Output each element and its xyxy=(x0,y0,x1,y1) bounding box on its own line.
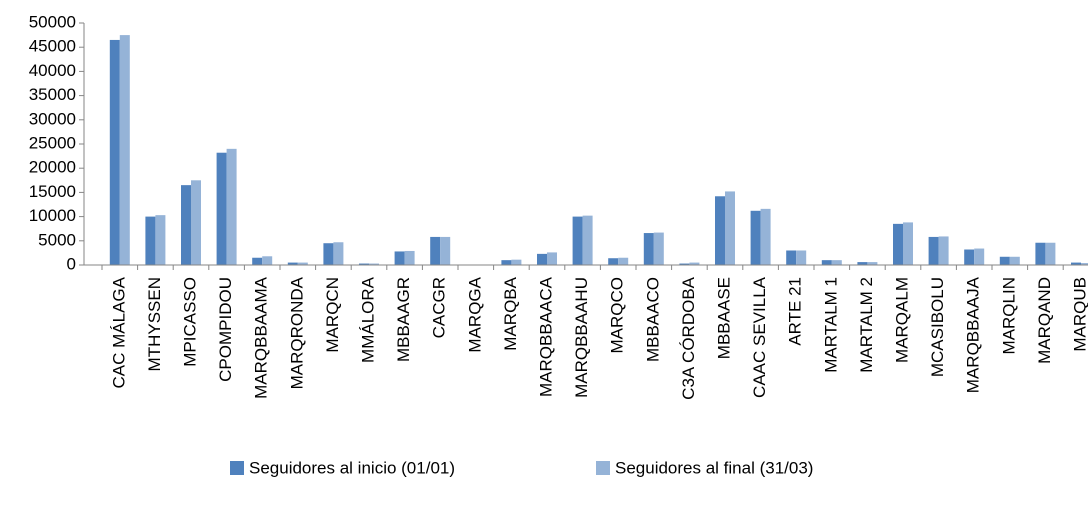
bar xyxy=(1035,242,1046,265)
bar xyxy=(262,256,273,265)
y-tick-label: 20000 xyxy=(29,158,76,177)
x-tick-label: MPICASSO xyxy=(180,277,199,367)
bar xyxy=(857,262,868,265)
x-tick-label: MARQRONDA xyxy=(287,276,306,389)
bar xyxy=(725,191,735,265)
bar xyxy=(608,258,619,265)
bar xyxy=(216,152,227,265)
bar xyxy=(964,249,975,265)
bar xyxy=(679,263,690,265)
bar xyxy=(1081,263,1088,265)
bar xyxy=(974,248,985,265)
legend-label: Seguidores al final (31/03) xyxy=(615,458,813,477)
bar xyxy=(297,262,308,265)
x-tick-label: MARQLIN xyxy=(999,277,1018,354)
bar xyxy=(715,196,725,265)
bar xyxy=(511,259,522,265)
bar xyxy=(821,260,832,265)
bar xyxy=(155,215,166,265)
y-tick-label: 45000 xyxy=(29,37,76,56)
bar xyxy=(537,253,547,265)
bar xyxy=(181,185,191,265)
bar xyxy=(796,250,807,265)
x-tick-label: MBBAACO xyxy=(643,277,662,362)
y-tick-label: 50000 xyxy=(29,12,76,31)
x-tick-label: MBBAASE xyxy=(714,277,733,359)
x-tick-label: MARQGA xyxy=(465,276,484,352)
bar xyxy=(1045,242,1056,265)
bar xyxy=(430,236,441,265)
x-tick-label: MBBAAGR xyxy=(394,277,413,362)
x-tick-label: MARQCO xyxy=(608,277,627,354)
x-tick-label: MARQCN xyxy=(323,277,342,353)
x-tick-label: CACGR xyxy=(430,277,449,338)
bar xyxy=(928,236,939,265)
x-tick-label: MARQALM xyxy=(892,277,911,363)
bar xyxy=(333,242,344,265)
x-tick-label: MMÁLORA xyxy=(358,276,377,363)
bar xyxy=(831,260,842,265)
bar xyxy=(653,232,664,265)
x-tick-label: MARTALM 2 xyxy=(857,277,876,373)
legend-label: Seguidores al inicio (01/01) xyxy=(249,458,455,477)
bar xyxy=(1071,262,1081,265)
bar xyxy=(786,250,797,265)
y-tick-label: 10000 xyxy=(29,206,76,225)
x-tick-label: CAAC SEVILLA xyxy=(750,276,769,398)
x-tick-label: MARQBBAACA xyxy=(536,276,555,397)
x-tick-label: MARQUB xyxy=(1070,277,1088,352)
bar xyxy=(404,250,415,265)
bar xyxy=(760,208,771,265)
bar xyxy=(145,216,156,265)
bar xyxy=(119,35,130,265)
bar xyxy=(903,222,913,265)
bar xyxy=(750,210,761,265)
x-tick-label: MARQAND xyxy=(1035,277,1054,364)
y-tick-label: 40000 xyxy=(29,61,76,80)
x-tick-label: CAC MÁLAGA xyxy=(109,276,128,388)
bar xyxy=(323,243,334,265)
bar xyxy=(999,256,1010,265)
bar xyxy=(572,216,583,265)
x-tick-label: C3A CÓRDOBA xyxy=(679,276,698,399)
y-tick-label: 25000 xyxy=(29,133,76,152)
x-tick-label: MARQBBAAHU xyxy=(572,277,591,398)
bar xyxy=(1009,256,1020,265)
y-tick-label: 15000 xyxy=(29,182,76,201)
legend-swatch xyxy=(596,461,610,475)
bar xyxy=(369,263,379,265)
bar xyxy=(359,263,369,265)
x-tick-label: CPOMPIDOU xyxy=(216,277,235,382)
bar xyxy=(252,257,263,265)
legend-swatch xyxy=(230,461,244,475)
bar xyxy=(689,262,700,265)
bar xyxy=(226,148,237,265)
bar xyxy=(938,236,949,265)
y-tick-label: 5000 xyxy=(38,230,76,249)
bar xyxy=(618,257,629,265)
bar xyxy=(867,262,878,265)
bar xyxy=(394,251,405,265)
bar xyxy=(287,262,298,265)
bar xyxy=(893,223,903,265)
x-tick-label: MTHYSSEN xyxy=(145,277,164,371)
x-tick-label: ARTE 21 xyxy=(786,277,805,346)
x-tick-label: MCASIBOLU xyxy=(928,277,947,377)
bar xyxy=(582,215,593,265)
y-tick-label: 30000 xyxy=(29,109,76,128)
bar xyxy=(191,180,201,265)
bar xyxy=(547,252,557,265)
y-tick-label: 0 xyxy=(67,254,76,273)
x-tick-label: MARQBA xyxy=(501,276,520,350)
x-tick-label: MARQBBAAJA xyxy=(964,276,983,393)
y-tick-label: 35000 xyxy=(29,85,76,104)
bar xyxy=(501,260,512,265)
x-tick-label: MARTALM 1 xyxy=(821,277,840,373)
bar xyxy=(440,236,451,265)
x-tick-label: MARQBBAAMA xyxy=(252,276,271,399)
bar xyxy=(109,39,120,265)
bar xyxy=(643,233,654,265)
